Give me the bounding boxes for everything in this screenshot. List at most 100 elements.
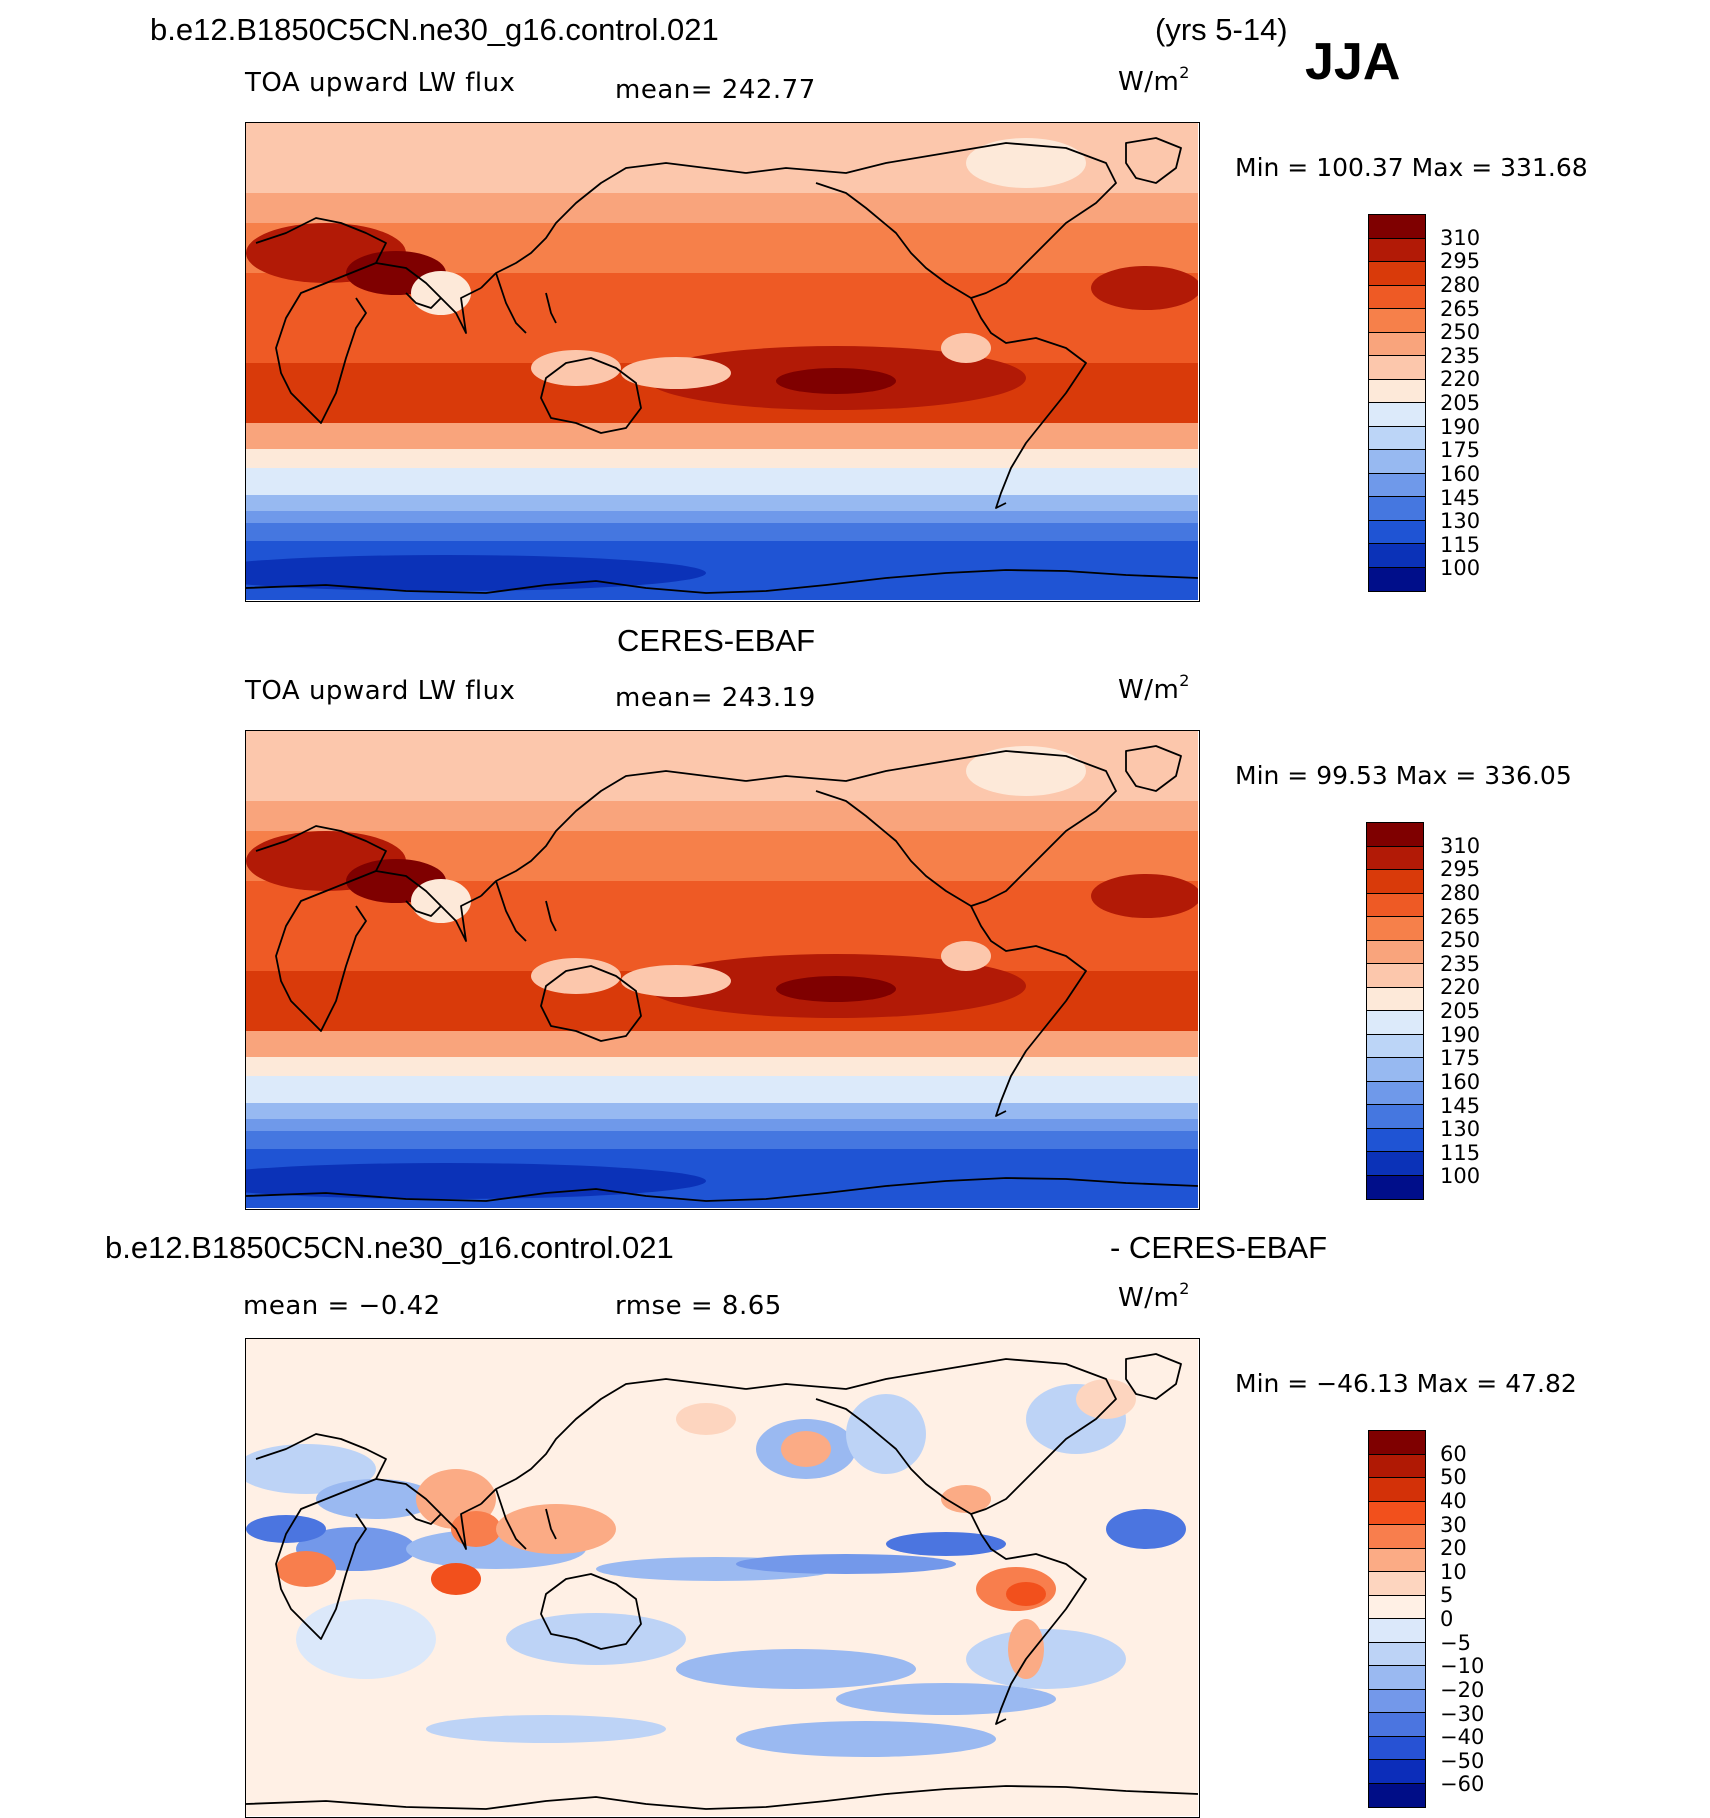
colorbar-label: 190 [1440,1022,1481,1047]
colorbar-swatch [1369,262,1425,286]
coastline [1125,137,1182,184]
colorbar-label: 265 [1440,296,1481,321]
colorbar-swatch [1369,544,1425,568]
colorbar-label: 160 [1440,1069,1481,1094]
colorbar-swatch [1369,285,1425,309]
colorbar-label: 220 [1440,367,1481,392]
colorbar-label: 310 [1440,225,1481,250]
colorbar-swatch [1369,332,1425,356]
coastline [745,750,1117,907]
panel3-rmse: rmse = 8.65 [615,1291,782,1321]
colorbar-swatch [1367,1011,1423,1035]
colorbar-swatch [1369,1525,1425,1549]
panel2-minmax: Min = 99.53 Max = 336.05 [1235,761,1572,790]
coastline [480,770,747,897]
panel1-mean: mean= 242.77 [615,75,816,105]
colorbar-swatch [1367,917,1423,941]
colorbar-label: 235 [1440,343,1481,368]
colorbar-swatch [1367,987,1423,1011]
colorbar-swatch [1369,1478,1425,1502]
panel2-colorbar [1366,822,1424,1200]
coastline [540,1573,642,1650]
colorbar-label: 130 [1440,1117,1481,1142]
colorbar-swatch [1369,1548,1425,1572]
colorbar-label: 175 [1440,1046,1481,1071]
colorbar-label: 175 [1440,438,1481,463]
colorbar-label: 0 [1440,1607,1454,1631]
colorbar-label: 190 [1440,414,1481,439]
coastline [495,272,557,334]
colorbar-swatch [1369,1713,1425,1737]
colorbar-swatch [1367,1034,1423,1058]
colorbar-swatch [1367,1175,1423,1199]
colorbar-label: 160 [1440,461,1481,486]
coastline [246,1177,1198,1202]
colorbar-swatch [1369,1642,1425,1666]
panel2-unit: W/m2 [1118,671,1190,705]
colorbar-label: −10 [1440,1654,1485,1679]
colorbar-label: 220 [1440,975,1481,1000]
colorbar-swatch [1369,1736,1425,1760]
colorbar-label: 310 [1440,833,1481,858]
colorbar-label: 100 [1440,556,1481,581]
colorbar-swatch [1369,450,1425,474]
coastline [480,1378,747,1505]
colorbar-label: 50 [1440,1465,1467,1490]
colorbar-label: 145 [1440,1093,1481,1118]
colorbar-label: 295 [1440,857,1481,882]
panel3-mean: mean = −0.42 [243,1291,441,1321]
colorbar-swatch [1369,1619,1425,1643]
colorbar-swatch [1369,238,1425,262]
colorbar-swatch [1369,215,1425,239]
panel3-minmax: Min = −46.13 Max = 47.82 [1235,1369,1577,1398]
colorbar-swatch [1367,964,1423,988]
colorbar-swatch [1367,823,1423,847]
colorbar-swatch [1369,309,1425,333]
panel1-minmax: Min = 100.37 Max = 331.68 [1235,153,1588,182]
colorbar-label: 280 [1440,880,1481,905]
colorbar-label: 30 [1440,1512,1467,1537]
colorbar-label: −50 [1440,1748,1485,1773]
colorbar-swatch [1369,1431,1425,1455]
coastline [375,262,482,334]
coastline [480,162,747,289]
colorbar-label: −60 [1440,1772,1485,1797]
colorbar-label: 130 [1440,509,1481,534]
colorbar-label: 10 [1440,1559,1467,1584]
panel1-colorbar [1368,214,1426,592]
colorbar-label: 40 [1440,1488,1467,1513]
colorbar-swatch [1369,1760,1425,1784]
colorbar-label: −30 [1440,1701,1485,1726]
coastline [1125,745,1182,792]
colorbar-swatch [1367,893,1423,917]
coastline [246,569,1198,594]
coastline [375,870,482,942]
coastline [540,965,642,1042]
panel2-mean: mean= 243.19 [615,683,816,713]
colorbar-swatch [1369,567,1425,591]
colorbar-swatch [1369,497,1425,521]
colorbar-label: −40 [1440,1725,1485,1750]
colorbar-swatch [1369,356,1425,380]
colorbar-label: 145 [1440,485,1481,510]
colorbar-swatch [1369,379,1425,403]
colorbar-swatch [1367,1152,1423,1176]
colorbar-label: 250 [1440,928,1481,953]
colorbar-label: 295 [1440,249,1481,274]
coastline [375,1478,482,1550]
panel1-variable-label: TOA upward LW flux [245,68,516,98]
colorbar-label: 115 [1440,532,1481,557]
colorbar-label: 20 [1440,1536,1467,1561]
colorbar-label: −20 [1440,1677,1485,1702]
coastline [495,880,557,942]
panel3-unit: W/m2 [1118,1279,1190,1313]
coastline [970,1513,1087,1725]
colorbar-swatch [1369,1595,1425,1619]
colorbar-swatch [1369,1689,1425,1713]
colorbar-swatch [1369,473,1425,497]
season-label: JJA [1305,33,1401,91]
colorbar-label: 100 [1440,1164,1481,1189]
colorbar-swatch [1367,870,1423,894]
colorbar-swatch [1367,846,1423,870]
colorbar-swatch [1367,1128,1423,1152]
